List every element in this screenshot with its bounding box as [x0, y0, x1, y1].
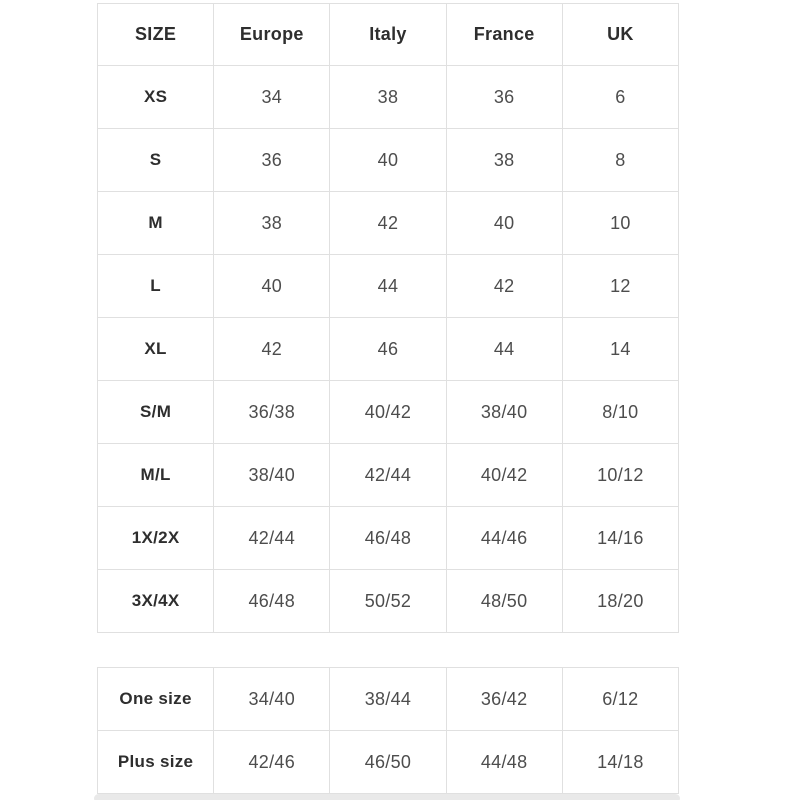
column-header: SIZE: [96, 3, 215, 66]
size-value-cell: 36: [213, 128, 331, 192]
size-label-cell: S: [96, 128, 215, 192]
horizontal-scrollbar[interactable]: [94, 794, 680, 800]
size-value-cell: 44/46: [445, 506, 563, 570]
column-header: Europe: [213, 3, 331, 66]
size-value-cell: 50/52: [329, 569, 447, 633]
table-row: XL 42 46 44 14: [96, 317, 680, 381]
size-value-cell: 38/40: [213, 443, 331, 507]
size-label-cell: S/M: [96, 380, 215, 444]
size-value-cell: 46/50: [329, 730, 447, 794]
table-row: M/L 38/40 42/44 40/42 10/12: [96, 443, 680, 507]
column-header: UK: [561, 3, 680, 66]
size-value-cell: 42/44: [213, 506, 331, 570]
size-value-cell: 42: [445, 254, 563, 318]
size-value-cell: 42/46: [213, 730, 331, 794]
size-label-cell: L: [96, 254, 215, 318]
size-value-cell: 14/16: [561, 506, 680, 570]
table-row: XS 34 38 36 6: [96, 65, 680, 129]
size-value-cell: 10: [561, 191, 680, 255]
column-header: France: [445, 3, 563, 66]
special-sizes-body: One size 34/40 38/44 36/42 6/12 Plus size 42/4…: [96, 667, 680, 794]
size-value-cell: 46/48: [329, 506, 447, 570]
size-value-cell: 40/42: [329, 380, 447, 444]
size-label-cell: 1X/2X: [96, 506, 215, 570]
size-value-cell: 36: [445, 65, 563, 129]
special-sizes-table: One size 34/40 38/44 36/42 6/12 Plus size 42/4…: [96, 667, 680, 794]
header-row: SIZE Europe Italy France UK: [96, 3, 680, 66]
table-row: M 38 42 40 10: [96, 191, 680, 255]
table-row: S/M 36/38 40/42 38/40 8/10: [96, 380, 680, 444]
size-value-cell: 34/40: [213, 667, 331, 731]
size-value-cell: 38: [445, 128, 563, 192]
table-row: 1X/2X 42/44 46/48 44/46 14/16: [96, 506, 680, 570]
size-value-cell: 46/48: [213, 569, 331, 633]
size-conversion-table: SIZE Europe Italy France UK XS 34 38 36 6 S 36 40 38…: [96, 3, 680, 633]
size-value-cell: 38/40: [445, 380, 563, 444]
table-row: L 40 44 42 12: [96, 254, 680, 318]
size-label-cell: M/L: [96, 443, 215, 507]
table-row: 3X/4X 46/48 50/52 48/50 18/20: [96, 569, 680, 633]
size-label-cell: M: [96, 191, 215, 255]
table-row: Plus size 42/46 46/50 44/48 14/18: [96, 730, 680, 794]
size-value-cell: 6/12: [561, 667, 680, 731]
size-value-cell: 10/12: [561, 443, 680, 507]
size-value-cell: 42: [213, 317, 331, 381]
size-value-cell: 8/10: [561, 380, 680, 444]
size-value-cell: 40: [445, 191, 563, 255]
size-value-cell: 38: [213, 191, 331, 255]
size-value-cell: 48/50: [445, 569, 563, 633]
size-value-cell: 44/48: [445, 730, 563, 794]
size-value-cell: 38/44: [329, 667, 447, 731]
size-value-cell: 40: [329, 128, 447, 192]
size-value-cell: 44: [329, 254, 447, 318]
size-value-cell: 18/20: [561, 569, 680, 633]
size-value-cell: 34: [213, 65, 331, 129]
size-value-cell: 6: [561, 65, 680, 129]
size-value-cell: 40/42: [445, 443, 563, 507]
size-label-cell: XS: [96, 65, 215, 129]
size-value-cell: 12: [561, 254, 680, 318]
size-label-cell: Plus size: [96, 730, 215, 794]
size-value-cell: 36/42: [445, 667, 563, 731]
size-label-cell: 3X/4X: [96, 569, 215, 633]
size-table-scroll-area: SIZE Europe Italy France UK XS 34 38 36 6 S 36 40 38…: [96, 3, 680, 794]
table-row: One size 34/40 38/44 36/42 6/12: [96, 667, 680, 731]
size-value-cell: 42/44: [329, 443, 447, 507]
size-value-cell: 46: [329, 317, 447, 381]
size-label-cell: XL: [96, 317, 215, 381]
size-value-cell: 14: [561, 317, 680, 381]
size-value-cell: 36/38: [213, 380, 331, 444]
size-value-cell: 14/18: [561, 730, 680, 794]
size-value-cell: 44: [445, 317, 563, 381]
size-table-body: XS 34 38 36 6 S 36 40 38 8 M 38 42 40 10 L 40 44 42 12 XL 42 4…: [96, 65, 680, 633]
size-value-cell: 40: [213, 254, 331, 318]
size-value-cell: 8: [561, 128, 680, 192]
size-label-cell: One size: [96, 667, 215, 731]
size-value-cell: 38: [329, 65, 447, 129]
column-header: Italy: [329, 3, 447, 66]
size-table-header: SIZE Europe Italy France UK: [96, 3, 680, 66]
size-value-cell: 42: [329, 191, 447, 255]
table-row: S 36 40 38 8: [96, 128, 680, 192]
